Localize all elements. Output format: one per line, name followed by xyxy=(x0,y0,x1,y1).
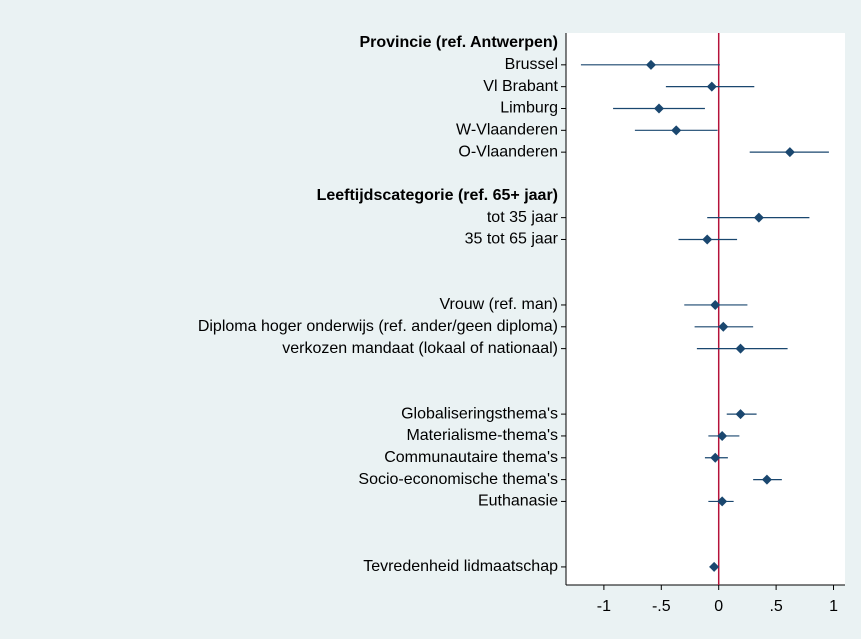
x-tick-label: 1 xyxy=(829,598,838,615)
y-tick-label: Socio-economische thema's xyxy=(358,471,558,488)
y-tick-label: verkozen mandaat (lokaal of nationaal) xyxy=(282,340,558,357)
point xyxy=(706,81,717,92)
y-tick-label: Diploma hoger onderwijs (ref. ander/geen… xyxy=(198,318,558,335)
x-tick-label: -.5 xyxy=(652,598,671,615)
group-header: Provincie (ref. Antwerpen) xyxy=(359,34,558,51)
point xyxy=(753,212,764,223)
y-tick-label: Euthanasie xyxy=(478,493,558,510)
group-header: Leeftijdscategorie (ref. 65+ jaar) xyxy=(317,187,558,204)
y-tick-label: 35 tot 65 jaar xyxy=(465,231,559,248)
point xyxy=(645,59,656,70)
y-tick-label: W-Vlaanderen xyxy=(456,122,558,139)
y-tick-label: Tevredenheid lidmaatschap xyxy=(363,558,558,575)
y-tick-label: Globaliseringsthema's xyxy=(401,405,558,422)
y-tick-label: Communautaire thema's xyxy=(384,449,558,466)
point xyxy=(717,430,728,441)
point xyxy=(718,321,729,332)
x-tick-label: 0 xyxy=(714,598,723,615)
point xyxy=(717,496,728,507)
point xyxy=(710,299,721,310)
point xyxy=(710,452,721,463)
point xyxy=(671,125,682,136)
plot-area xyxy=(566,33,845,585)
point xyxy=(735,343,746,354)
y-tick-label: Vrouw (ref. man) xyxy=(439,296,558,313)
point xyxy=(784,147,795,158)
x-tick-label: -1 xyxy=(597,598,611,615)
point xyxy=(654,103,664,114)
y-tick-label: Materialisme-thema's xyxy=(406,427,558,444)
y-tick-label: Brussel xyxy=(505,56,558,73)
x-tick-label: .5 xyxy=(769,598,782,615)
point xyxy=(709,561,720,572)
point xyxy=(702,234,713,245)
y-tick-label: Limburg xyxy=(500,100,558,117)
point xyxy=(761,474,772,485)
y-tick-label: Vl Brabant xyxy=(483,78,558,95)
y-tick-label: O-Vlaanderen xyxy=(458,143,558,160)
y-tick-label: tot 35 jaar xyxy=(487,209,559,226)
point xyxy=(735,409,746,420)
